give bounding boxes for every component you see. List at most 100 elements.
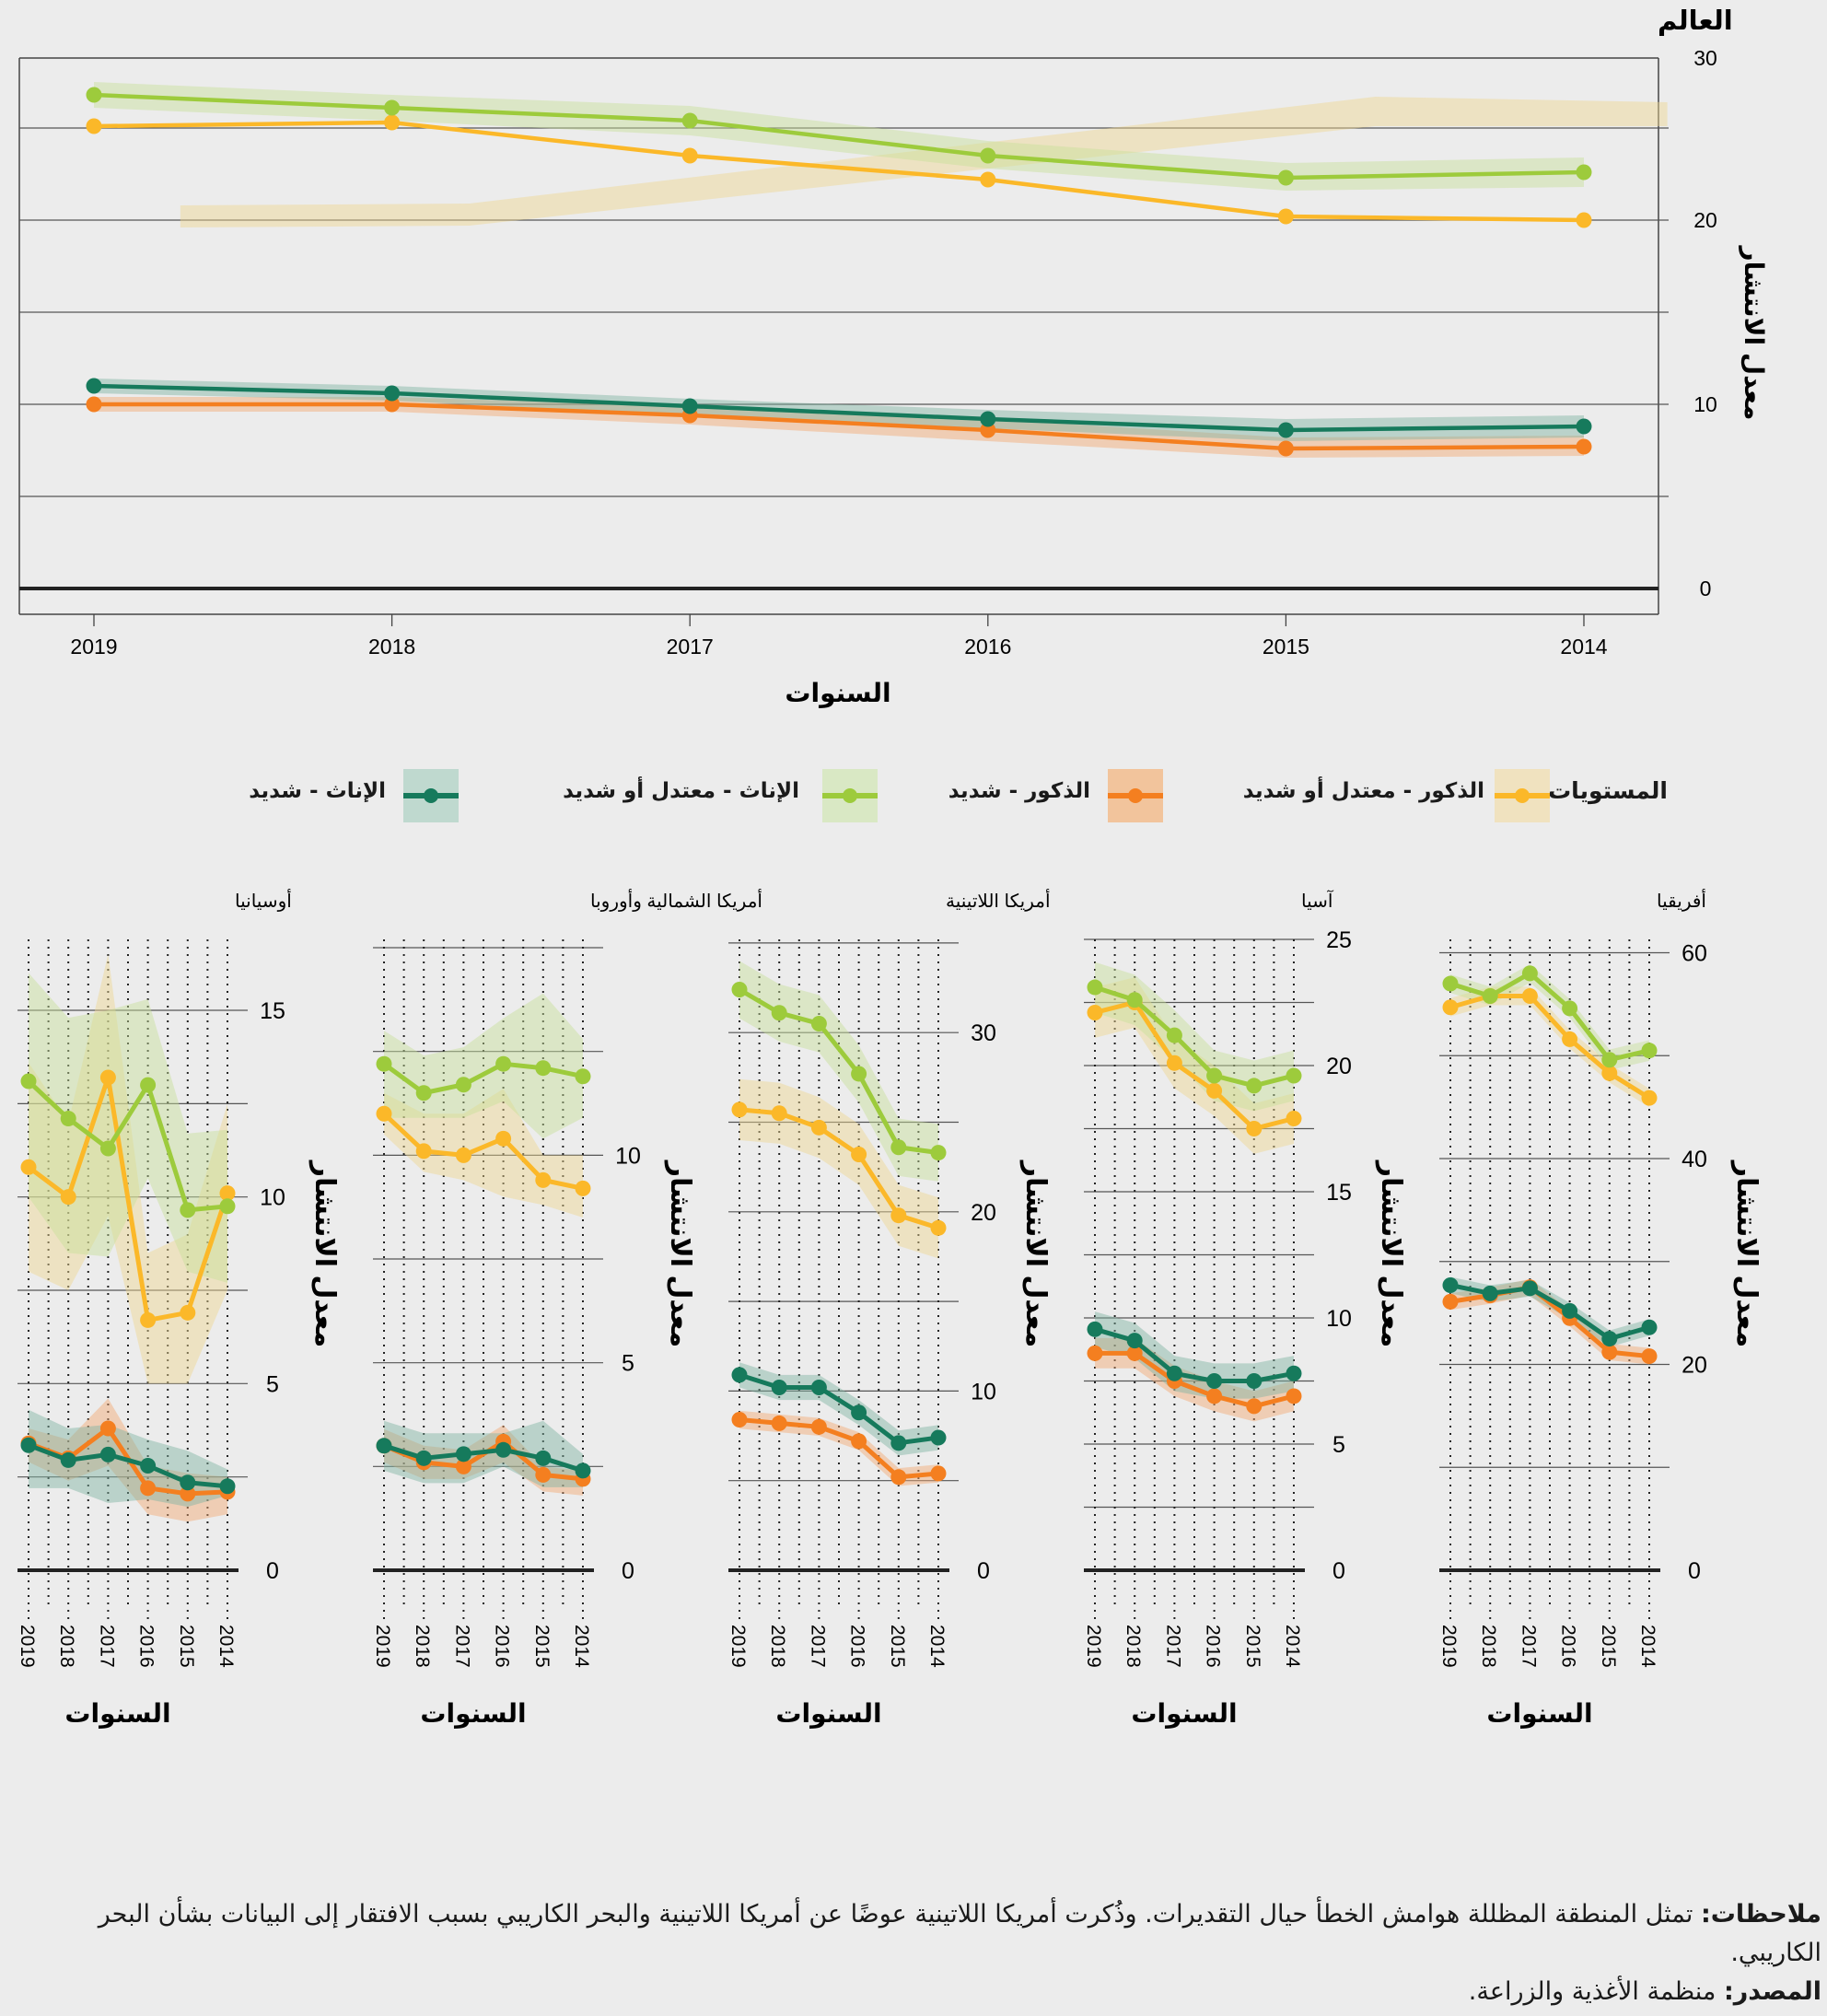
data-point [1576, 418, 1592, 435]
data-point [681, 147, 698, 164]
data-point [219, 1185, 236, 1202]
data-point [890, 1139, 907, 1156]
data-point [771, 1380, 787, 1396]
data-point [890, 1469, 907, 1486]
data-point [1286, 1365, 1302, 1381]
x-tick-label: 2018 [1123, 1625, 1144, 1668]
data-point [930, 1465, 947, 1482]
y-tick-label: 20 [1682, 1353, 1707, 1379]
x-tick-label: 2015 [1263, 635, 1309, 658]
x-tick-label: 2017 [1162, 1625, 1183, 1668]
x-tick-label: 2018 [368, 635, 415, 658]
data-point [495, 1055, 512, 1072]
data-point [930, 1429, 947, 1446]
error-band [1450, 986, 1649, 1108]
y-tick-label: 10 [260, 1185, 285, 1211]
data-point [180, 1202, 196, 1218]
x-tick-label: 2017 [807, 1625, 828, 1668]
x-tick-label: 2017 [1518, 1625, 1539, 1668]
data-point [575, 1180, 591, 1196]
source-line: المصدر: منظمة الأغذية والزراعة. [0, 1973, 1821, 2011]
data-point [980, 422, 996, 438]
y-axis-title: معدل الانتشار [1020, 1159, 1051, 1347]
x-axis-title: السنوات [775, 1699, 881, 1729]
y-tick-label: 15 [260, 998, 285, 1024]
x-tick-label: 2019 [727, 1625, 749, 1668]
data-point [86, 378, 102, 394]
x-tick-label: 2016 [1558, 1625, 1579, 1668]
data-point [1442, 999, 1459, 1016]
data-point [1246, 1078, 1263, 1094]
data-point [1087, 979, 1103, 996]
notes-label: ملاحظات: [1700, 1900, 1821, 1929]
x-tick-label: 2015 [1242, 1625, 1263, 1668]
data-point [1482, 1285, 1498, 1301]
y-tick-label: 0 [622, 1558, 634, 1584]
data-point [1442, 1293, 1459, 1310]
data-point [1277, 440, 1294, 457]
data-point [771, 1105, 787, 1122]
data-point [495, 1130, 512, 1147]
data-point [1087, 1004, 1103, 1020]
data-point [890, 1435, 907, 1451]
x-tick-label: 2018 [56, 1625, 77, 1668]
data-point [140, 1077, 157, 1093]
data-point [1442, 1276, 1459, 1293]
y-tick-label: 20 [1693, 208, 1717, 232]
x-tick-label: 2014 [1637, 1625, 1658, 1668]
y-tick-label: 5 [1332, 1432, 1345, 1458]
data-point [415, 1143, 432, 1159]
chart-world: 2019 2018 2017 2016 2015 2014 0 10 20 30 العالم الس… [18, 6, 1768, 708]
series-line [94, 402, 1585, 451]
x-axis-title: السنوات [1486, 1699, 1592, 1729]
data-point [140, 1480, 157, 1497]
x-tick-label: 2017 [96, 1625, 117, 1668]
data-point [1166, 1365, 1182, 1381]
data-point [86, 118, 102, 134]
y-tick-label: 0 [266, 1558, 279, 1584]
data-point [1576, 164, 1592, 181]
data-point [495, 1441, 512, 1458]
data-point [1206, 1082, 1223, 1099]
data-point [731, 981, 748, 997]
y-axis-title: معدل الانتشار [665, 1159, 695, 1347]
data-point [1641, 1043, 1658, 1059]
data-point [1521, 965, 1538, 982]
x-tick-label: 2018 [767, 1625, 788, 1668]
data-point [930, 1219, 947, 1236]
y-tick-label: 0 [1688, 1558, 1701, 1584]
data-point [1601, 1065, 1618, 1081]
data-point [1521, 987, 1538, 1004]
chart-latin-america: 2019 2018 2017 2016 2015 2014 0 10 20 30 أمريكا ال… [727, 889, 1051, 1729]
panel-title: أوسيانيا [235, 889, 292, 912]
x-tick-label: 2018 [412, 1625, 433, 1668]
y-tick-label: 20 [1326, 1054, 1352, 1079]
series-line [93, 120, 1585, 223]
y-tick-label: 15 [1326, 1180, 1352, 1206]
x-tick-label: 2016 [847, 1625, 868, 1668]
x-tick-label: 2014 [926, 1625, 948, 1668]
data-point [1246, 1373, 1263, 1389]
source-text: منظمة الأغذية والزراعة. [1468, 1977, 1724, 2006]
data-point [99, 1446, 116, 1462]
data-point [731, 1367, 748, 1383]
data-point [376, 1055, 392, 1072]
chart-asia: 2019 2018 2017 2016 2015 2014 0 5 10 15 20 25 آسيا ال… [1083, 889, 1406, 1729]
data-point [575, 1068, 591, 1085]
y-tick-label: 5 [266, 1371, 279, 1397]
x-tick-label: 2019 [1083, 1625, 1104, 1668]
y-tick-label: 10 [1693, 392, 1717, 416]
legend-swatch-female-moderate-severe [822, 769, 878, 822]
data-point [771, 1415, 787, 1431]
y-tick-label: 10 [615, 1143, 641, 1169]
notes-line: ملاحظات: تمثل المنطقة المظللة هوامش الخط… [0, 1895, 1821, 1973]
x-tick-label: 2019 [372, 1625, 393, 1668]
data-point [1521, 1280, 1538, 1297]
legend-swatch-female-severe [403, 769, 459, 822]
x-tick-label: 2019 [17, 1625, 38, 1668]
y-axis-title: معدل الانتشار [1376, 1159, 1406, 1347]
data-point [1601, 1331, 1618, 1347]
x-tick-label: 2017 [451, 1625, 472, 1668]
data-point [415, 1085, 432, 1101]
